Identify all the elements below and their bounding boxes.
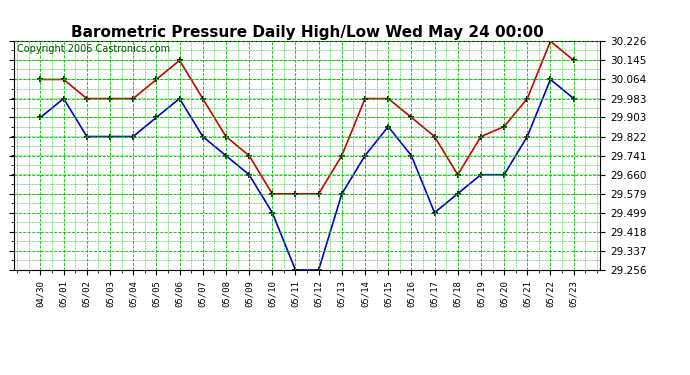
Text: Copyright 2006 Castronics.com: Copyright 2006 Castronics.com xyxy=(17,44,170,54)
Title: Barometric Pressure Daily High/Low Wed May 24 00:00: Barometric Pressure Daily High/Low Wed M… xyxy=(70,25,544,40)
